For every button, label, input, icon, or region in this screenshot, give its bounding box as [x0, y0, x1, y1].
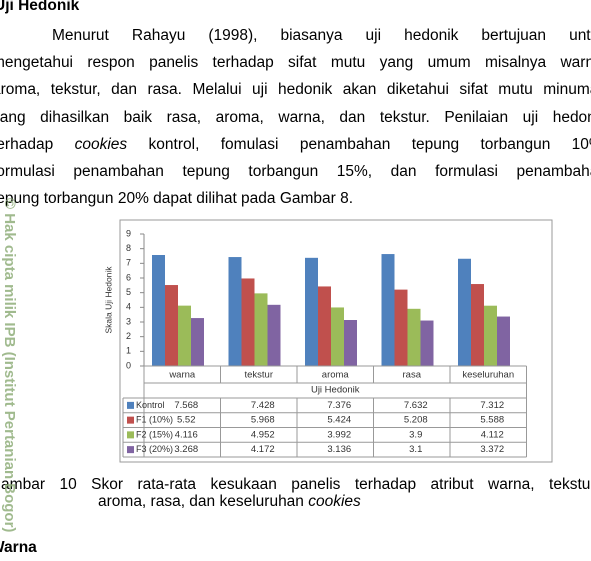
bar [420, 320, 434, 366]
section-heading: Uji Hedonik [0, 0, 80, 14]
watermark: © Hak cipta milik IPB (Institut Pertania… [1, 198, 18, 532]
text-run: yang dihasilkan baik rasa, aroma, warna,… [0, 108, 591, 126]
legend-swatch [127, 431, 134, 439]
text-run: cookies [308, 493, 361, 510]
table-value: 3.372 [480, 444, 504, 455]
bar [331, 307, 344, 366]
y-tick-label: 7 [126, 258, 131, 268]
text-line: terhadap cookies kontrol, fomulasi penam… [0, 136, 591, 154]
table-value: 7.568 [174, 400, 198, 411]
x-axis-title: Uji Hedonik [311, 385, 360, 396]
bar [497, 316, 510, 366]
text-run: kontrol, fomulasi penambahan tepung torb… [148, 135, 591, 153]
text-run: aroma, tekstur, dan rasa. Melalui uji he… [0, 81, 591, 99]
legend-swatch [127, 416, 134, 424]
table-value: 4.952 [251, 429, 275, 440]
table-value: 4.116 [175, 429, 198, 440]
bar [344, 320, 357, 366]
table-value: 3.136 [327, 444, 351, 455]
bar [471, 284, 484, 366]
section-heading: Warna [0, 539, 37, 556]
y-tick-label: 3 [126, 316, 131, 326]
text-run: formulasi penambahan tepung torbangun 15… [0, 163, 591, 180]
text-line: aroma, tekstur, dan rasa. Melalui uji he… [0, 81, 591, 99]
text-run: mengetahui respon panelis terhadap sifat… [0, 54, 591, 72]
y-tick-label: 1 [126, 346, 131, 356]
bar [254, 293, 268, 366]
caption-line: aroma, rasa, dan keseluruhan cookies [98, 493, 361, 511]
x-tick-label: tekstur [244, 370, 273, 381]
bar [407, 308, 421, 366]
table-value: 4.112 [481, 429, 504, 440]
bar [178, 305, 191, 366]
table-value: 3.992 [327, 429, 351, 440]
table-value: 7.632 [404, 400, 428, 411]
text-run: cookies [74, 135, 128, 153]
y-tick-label: 8 [126, 243, 131, 253]
text-line: mengetahui respon panelis terhadap sifat… [0, 54, 591, 72]
table-value: 3.9 [409, 429, 422, 440]
text-line: formulasi penambahan tepung torbangun 15… [0, 163, 591, 181]
bar [152, 255, 165, 366]
text-line: Menurut Rahayu (1998), biasanya uji hedo… [52, 27, 591, 45]
legend-label: Kontrol [136, 400, 165, 410]
y-tick-label: 9 [126, 228, 131, 238]
y-tick-label: 6 [126, 272, 131, 282]
table-value: 5.52 [177, 415, 196, 426]
legend-label: F1 (10%) [136, 415, 173, 425]
bar [241, 278, 255, 366]
text-run: terhadap [0, 135, 54, 153]
table-value: 3.1 [409, 444, 422, 455]
text-run: Gambar 10 Skor rata-rata kesukaan paneli… [0, 476, 591, 493]
caption-line: Gambar 10 Skor rata-rata kesukaan paneli… [0, 476, 591, 494]
y-axis-title: Skala Uji Hedonik [103, 266, 113, 334]
x-tick-label: warna [168, 370, 196, 381]
bar [318, 286, 331, 366]
bar [458, 258, 471, 366]
text-run: tepung torbangun 20% dapat dilihat pada … [0, 190, 354, 208]
bar [228, 257, 242, 366]
table-value: 5.424 [327, 415, 351, 426]
legend-swatch [127, 446, 134, 454]
bar [305, 257, 318, 366]
bar [191, 318, 204, 366]
bar [165, 285, 178, 366]
text-line: yang dihasilkan baik rasa, aroma, warna,… [0, 109, 591, 127]
table-value: 4.172 [251, 444, 275, 455]
table-value: 7.376 [327, 400, 351, 411]
bar [381, 254, 395, 366]
y-tick-label: 0 [126, 360, 131, 370]
table-value: 3.268 [174, 444, 198, 455]
x-tick-label: rasa [403, 370, 422, 381]
y-tick-label: 5 [126, 287, 131, 297]
y-tick-label: 2 [126, 331, 131, 341]
text-run: aroma, rasa, dan keseluruhan [98, 493, 304, 510]
bar [484, 305, 497, 366]
text-run: Menurut Rahayu (1998), biasanya uji hedo… [52, 27, 591, 44]
table-value: 5.208 [404, 415, 428, 426]
table-value: 7.428 [251, 400, 275, 411]
legend-label: F3 (20%) [136, 444, 173, 454]
bar [394, 289, 408, 366]
legend-label: F2 (15%) [136, 429, 173, 439]
y-tick-label: 4 [126, 302, 131, 312]
table-value: 5.968 [251, 415, 275, 426]
text-line: tepung torbangun 20% dapat dilihat pada … [0, 190, 591, 208]
table-value: 5.588 [480, 415, 504, 426]
x-tick-label: keseluruhan [462, 370, 514, 381]
table-value: 7.312 [480, 400, 504, 411]
legend-swatch [127, 401, 134, 409]
bar [267, 304, 281, 366]
x-tick-label: aroma [322, 370, 350, 381]
